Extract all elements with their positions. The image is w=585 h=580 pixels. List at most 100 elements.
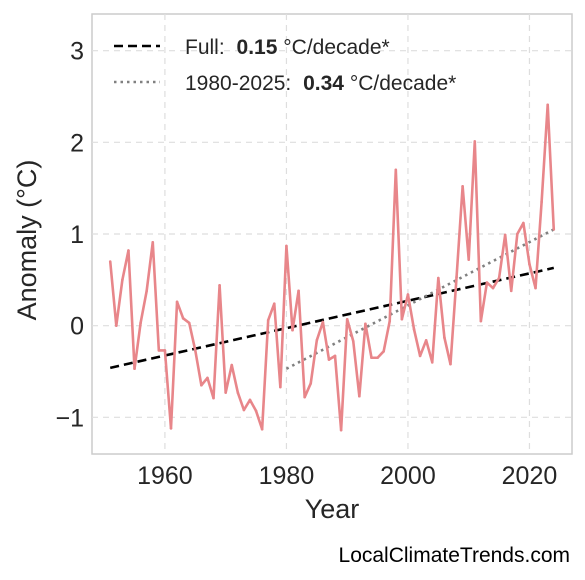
anomaly-point bbox=[491, 286, 495, 290]
anomaly-point bbox=[345, 317, 349, 321]
anomaly-point bbox=[382, 350, 385, 353]
anomaly-point bbox=[455, 275, 458, 279]
anomaly-point bbox=[145, 289, 148, 293]
anomaly-point bbox=[400, 317, 404, 321]
anomaly-point bbox=[552, 228, 556, 231]
anomaly-point bbox=[272, 302, 276, 305]
anomaly-point bbox=[540, 200, 543, 204]
anomaly-point bbox=[443, 336, 446, 339]
anomaly-point bbox=[430, 361, 434, 364]
anomaly-point bbox=[497, 276, 501, 280]
legend-entry-recent-trend: 1980-2025: 0.34 °C/decade* bbox=[185, 72, 456, 95]
anomaly-point bbox=[315, 339, 319, 342]
anomaly-point bbox=[212, 396, 215, 400]
anomaly-point bbox=[394, 168, 398, 172]
x-tick-labels: 1960 1980 2000 2020 bbox=[137, 462, 557, 490]
anomaly-point bbox=[108, 260, 112, 263]
anomaly-point bbox=[285, 244, 288, 248]
anomaly-point bbox=[546, 103, 549, 107]
anomaly-point bbox=[388, 319, 392, 323]
x-tick-label: 1960 bbox=[137, 462, 193, 490]
y-tick-label: 1 bbox=[70, 221, 84, 249]
anomaly-point bbox=[218, 284, 221, 287]
anomaly-point bbox=[522, 221, 525, 225]
anomaly-point bbox=[351, 339, 355, 343]
anomaly-point bbox=[187, 321, 191, 325]
anomaly-point bbox=[121, 278, 124, 282]
legend-rate-recent: 0.34 bbox=[303, 72, 344, 95]
trend-line-recent bbox=[285, 228, 555, 370]
gridlines bbox=[92, 14, 572, 454]
anomaly-point bbox=[163, 349, 167, 352]
legend-unit-full: °C/decade* bbox=[283, 36, 389, 59]
anomaly-point bbox=[534, 286, 537, 290]
anomaly-point bbox=[127, 249, 130, 252]
x-tick-label: 1980 bbox=[259, 462, 315, 490]
anomaly-point bbox=[266, 318, 270, 322]
legend-unit-recent: °C/decade* bbox=[350, 72, 456, 95]
x-tick-label: 2020 bbox=[502, 462, 558, 490]
anomaly-point bbox=[175, 300, 179, 304]
anomaly-point bbox=[473, 140, 477, 143]
anomaly-point bbox=[412, 328, 416, 331]
anomaly-point bbox=[115, 324, 118, 327]
anomaly-point bbox=[236, 391, 240, 394]
anomaly-point bbox=[485, 281, 489, 284]
anomaly-point bbox=[437, 276, 440, 280]
y-tick-labels: −1 0 1 2 3 bbox=[55, 38, 84, 433]
anomaly-point bbox=[260, 427, 264, 431]
anomaly-point bbox=[364, 322, 367, 326]
anomaly-point bbox=[291, 328, 294, 332]
anomaly-point bbox=[297, 289, 300, 293]
legend-rate-full: 0.15 bbox=[237, 36, 278, 59]
anomaly-point bbox=[248, 398, 252, 402]
anomaly-point bbox=[528, 262, 531, 266]
legend: Full: 0.15 °C/decade* 1980-2025: 0.34 °C… bbox=[114, 36, 456, 95]
anomaly-point bbox=[279, 385, 282, 389]
anomaly-point bbox=[200, 383, 203, 387]
anomaly-point bbox=[327, 358, 331, 361]
site-watermark: LocalClimateTrends.com bbox=[339, 544, 570, 567]
anomaly-point bbox=[449, 362, 452, 366]
anomaly-point bbox=[151, 240, 155, 244]
anomaly-point bbox=[516, 232, 519, 236]
x-axis-label: Year bbox=[305, 494, 360, 524]
anomaly-point bbox=[424, 339, 428, 342]
anomaly-point bbox=[370, 356, 373, 360]
anomaly-point bbox=[193, 349, 197, 352]
anomaly-point bbox=[242, 408, 246, 412]
legend-name-full: Full: bbox=[185, 36, 225, 59]
anomaly-point bbox=[224, 391, 227, 394]
anomaly-point bbox=[139, 321, 142, 325]
anomaly-point bbox=[339, 428, 343, 432]
anomaly-point bbox=[303, 395, 306, 399]
anomaly-point bbox=[479, 319, 483, 323]
anomaly-point bbox=[418, 354, 422, 358]
anomaly-point bbox=[206, 376, 209, 380]
anomaly-point bbox=[467, 258, 471, 261]
y-tick-label: 2 bbox=[70, 129, 84, 157]
x-tick-label: 2000 bbox=[380, 462, 436, 490]
anomaly-point bbox=[503, 233, 507, 237]
anomaly-point bbox=[406, 293, 410, 296]
anomaly-point bbox=[321, 320, 325, 324]
anomaly-point bbox=[133, 367, 136, 371]
y-tick-label: 0 bbox=[70, 313, 84, 341]
y-tick-label: 3 bbox=[70, 38, 84, 66]
anomaly-point bbox=[309, 382, 313, 385]
legend-entry-full-trend: Full: 0.15 °C/decade* bbox=[185, 36, 390, 59]
legend-name-recent: 1980-2025: bbox=[185, 72, 291, 95]
y-axis-label: Anomaly (°C) bbox=[12, 160, 42, 321]
y-tick-label: −1 bbox=[55, 404, 84, 432]
anomaly-point bbox=[358, 394, 361, 398]
anomaly-point bbox=[509, 289, 513, 293]
anomaly-point bbox=[254, 409, 258, 413]
anomaly-point bbox=[333, 354, 337, 358]
anomaly-point bbox=[181, 317, 185, 320]
anomaly-point bbox=[169, 427, 173, 430]
anomaly-point bbox=[461, 185, 464, 188]
anomaly-point bbox=[376, 356, 379, 360]
anomaly-point bbox=[157, 349, 161, 352]
